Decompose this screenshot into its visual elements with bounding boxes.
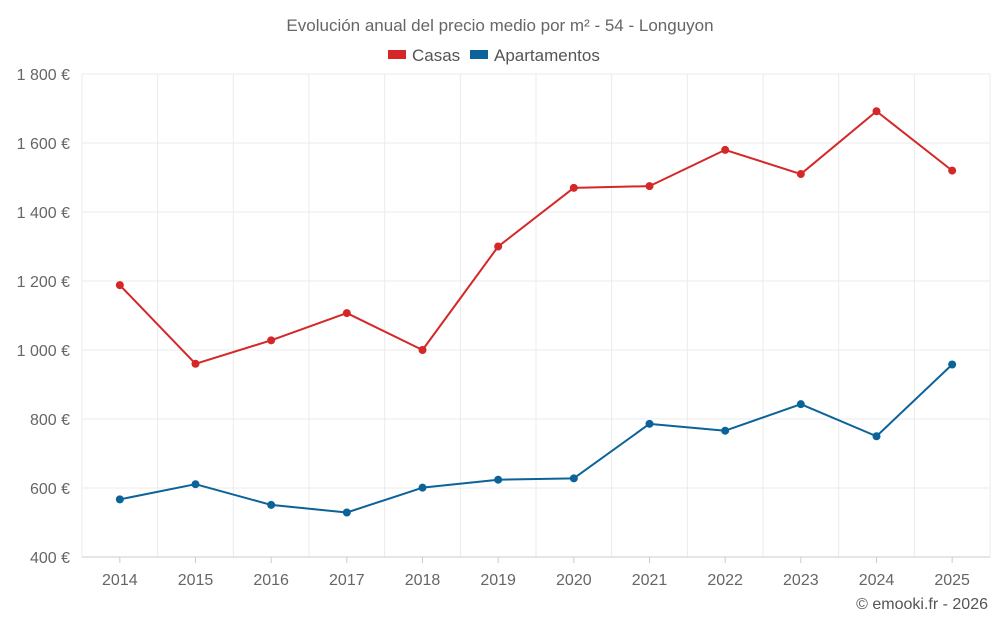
data-point[interactable]	[342, 309, 351, 318]
data-point[interactable]	[115, 281, 124, 290]
x-tick-label: 2014	[102, 572, 138, 589]
data-point[interactable]	[796, 170, 805, 179]
data-point[interactable]	[948, 360, 957, 369]
legend-swatch	[388, 50, 406, 59]
series-line	[119, 110, 953, 365]
series-line	[119, 363, 953, 514]
data-point[interactable]	[494, 475, 503, 484]
data-point[interactable]	[267, 336, 276, 345]
data-point[interactable]	[115, 495, 124, 504]
y-tick-label: 600 €	[30, 481, 70, 498]
data-point[interactable]	[418, 483, 427, 492]
legend: Casas Apartamentos	[388, 46, 600, 65]
x-tick-label: 2020	[556, 572, 592, 589]
series-layer	[115, 107, 957, 517]
data-point[interactable]	[721, 426, 730, 435]
x-tick-label: 2018	[405, 572, 441, 589]
chart-title: Evolución anual del precio medio por m² …	[286, 16, 713, 35]
data-point[interactable]	[418, 346, 427, 354]
x-tick-label: 2016	[253, 572, 289, 589]
data-point[interactable]	[569, 474, 578, 483]
data-point[interactable]	[948, 166, 957, 175]
y-tick-label: 1 400 €	[17, 205, 70, 222]
legend-item-casas[interactable]: Casas	[388, 46, 460, 65]
legend-label: Casas	[412, 46, 460, 65]
x-tick-label: 2015	[178, 572, 214, 589]
data-point[interactable]	[796, 400, 805, 409]
data-point[interactable]	[267, 500, 276, 509]
data-point[interactable]	[342, 508, 351, 517]
x-tick-label: 2019	[480, 572, 516, 589]
y-tick-label: 800 €	[30, 412, 70, 429]
x-tick-label: 2023	[783, 572, 819, 589]
data-point[interactable]	[721, 145, 730, 154]
y-tick-label: 1 200 €	[17, 274, 70, 291]
x-tick-label: 2021	[632, 572, 668, 589]
data-point[interactable]	[494, 242, 503, 251]
data-point[interactable]	[191, 480, 200, 489]
y-tick-label: 1 600 €	[17, 136, 70, 153]
series-casas	[115, 107, 957, 368]
x-tick-label: 2024	[859, 572, 895, 589]
x-tick-label: 2025	[934, 572, 970, 589]
grid: 400 € 600 € 800 € 1 000 € 1 200 € 1 400 € 1 60…	[17, 67, 991, 589]
x-tick-label: 2017	[329, 572, 365, 589]
data-point[interactable]	[569, 183, 578, 192]
data-point[interactable]	[645, 419, 654, 428]
data-point[interactable]	[191, 359, 200, 368]
data-point[interactable]	[645, 182, 654, 191]
legend-swatch	[470, 50, 488, 59]
y-tick-label: 1 000 €	[17, 343, 70, 360]
series-apartamentos	[115, 360, 957, 517]
data-point[interactable]	[872, 432, 881, 441]
y-tick-label: 400 €	[30, 550, 70, 567]
data-point[interactable]	[872, 107, 881, 116]
y-tick-label: 1 800 €	[17, 67, 70, 84]
x-tick-label: 2022	[707, 572, 743, 589]
legend-label: Apartamentos	[494, 46, 600, 65]
legend-item-apartamentos[interactable]: Apartamentos	[470, 46, 600, 65]
credit: © emooki.fr - 2026	[856, 596, 988, 613]
